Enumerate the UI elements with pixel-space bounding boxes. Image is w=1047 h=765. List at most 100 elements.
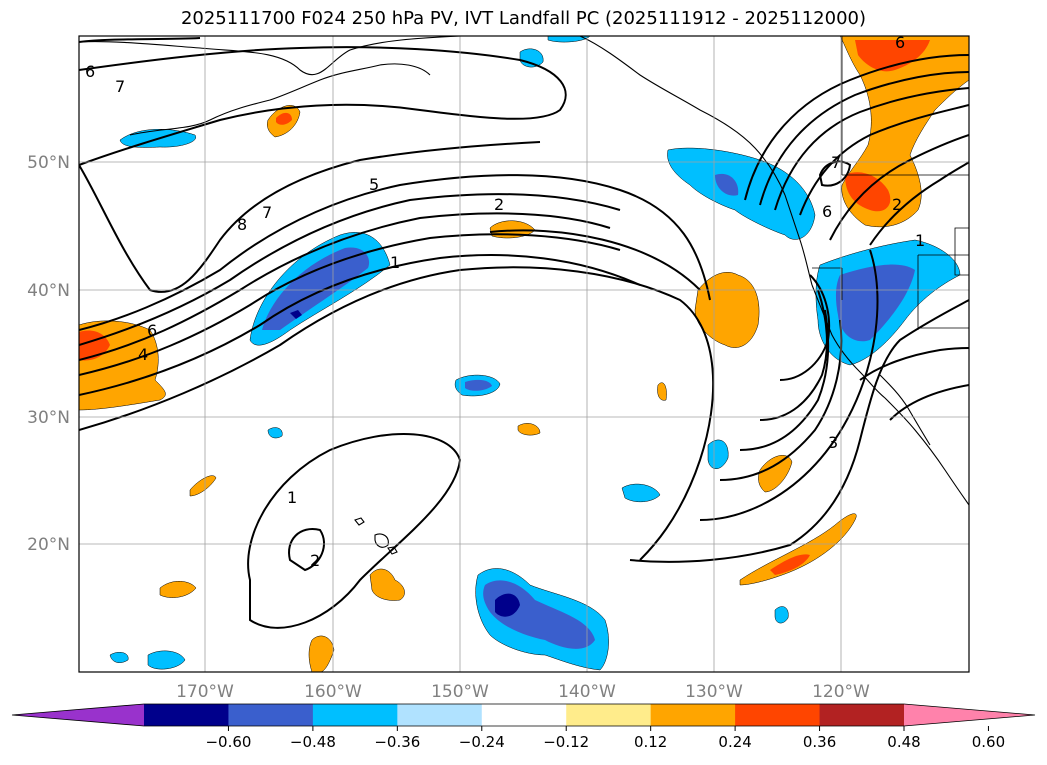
colorbar-swatch — [481, 704, 567, 726]
contour-label: 4 — [138, 345, 148, 364]
contour-outer-west — [79, 37, 201, 43]
contour-label: 7 — [831, 153, 841, 172]
lon-label: 140°W — [558, 682, 616, 702]
contour-trough-2 — [699, 249, 879, 521]
contour-2-main — [489, 229, 701, 291]
contour-ridge-5 — [829, 134, 969, 241]
contour-1-main — [79, 266, 715, 561]
contour-label: 1 — [287, 488, 297, 507]
colorbar-tick-label: −0.12 — [543, 733, 589, 751]
darkblue-spot — [290, 310, 302, 319]
latitude-labels: 50°N 40°N 30°N 20°N — [27, 153, 70, 555]
contour-label: 2 — [494, 195, 504, 214]
contour-label: 6 — [895, 33, 905, 52]
colorbar-tick-label: −0.24 — [459, 733, 505, 751]
colorbar-swatch — [397, 704, 483, 726]
contour-label: 2 — [310, 551, 320, 570]
colorbar-swatch — [650, 704, 736, 726]
contour-band-5 — [79, 254, 641, 396]
colorbar-tick-label: 0.48 — [887, 733, 920, 751]
contour-ridge-4 — [799, 104, 969, 216]
blue-region-small4 — [707, 439, 729, 469]
contour-east-2 — [889, 384, 969, 421]
lon-label: 150°W — [431, 682, 489, 702]
lon-label: 120°W — [812, 682, 870, 702]
contour-6-top — [79, 46, 567, 166]
blue-region-california-core — [835, 264, 915, 342]
lat-label: 50°N — [27, 153, 70, 173]
blue-region-small9 — [109, 652, 129, 663]
map-title: 2025111700 F024 250 hPa PV, IVT Landfall… — [180, 8, 867, 29]
blue-region-small8 — [774, 606, 789, 624]
coast-gulf-alaska — [579, 36, 786, 196]
colorbar-extend-low — [12, 704, 144, 726]
contour-8-loop — [79, 141, 541, 293]
coast-pnw — [784, 194, 813, 286]
contour-label: 6 — [147, 321, 157, 340]
contour-ridge-1 — [744, 54, 969, 201]
contour-label: 8 — [237, 215, 247, 234]
coast-alaska — [79, 36, 461, 76]
lon-label: 160°W — [304, 682, 362, 702]
blue-region-small1-core — [465, 379, 492, 391]
colorbar-swatch — [144, 704, 229, 726]
coast-hawaii2 — [354, 517, 365, 526]
lat-label: 20°N — [27, 535, 70, 555]
orange-region-small5 — [308, 635, 335, 672]
colorbar-swatch — [735, 704, 821, 726]
blue-region-pnw — [667, 147, 816, 240]
contour-label: 1 — [390, 253, 400, 272]
blue-region-central-core — [262, 247, 370, 330]
blue-region-pnw-core — [715, 173, 739, 196]
colorbar: −0.60 −0.48 −0.36 −0.24 −0.12 0.12 0.24 0.36 0.4… — [11, 703, 1036, 751]
contour-ridge-3 — [774, 87, 969, 211]
colorbar-tick-label: −0.48 — [290, 733, 336, 751]
contour-label: 2 — [892, 195, 902, 214]
lon-label: 130°W — [685, 682, 743, 702]
contour-trough-5 — [759, 289, 828, 421]
contour-7-small — [818, 160, 852, 187]
contour-trough-1 — [629, 299, 969, 563]
colorbar-tick-label: 0.60 — [972, 733, 1005, 751]
colorbar-tick-label: 0.36 — [803, 733, 836, 751]
colorbar-swatch — [312, 704, 398, 726]
lat-label: 30°N — [27, 408, 70, 428]
orange-region-small8 — [657, 382, 667, 401]
colorbar-tick-label: 0.12 — [634, 733, 667, 751]
coast-baja — [879, 374, 931, 446]
colorbar-swatch — [228, 704, 314, 726]
colorbar-outline — [11, 703, 1036, 727]
contour-label: 1 — [915, 231, 925, 250]
orange-region-small9 — [189, 475, 217, 497]
orange-region-small4 — [369, 568, 405, 601]
contour-label: 7 — [262, 203, 272, 222]
contour-low-loop — [247, 433, 462, 629]
coastlines — [79, 36, 969, 555]
colorbar-swatch — [819, 704, 905, 726]
contour-low-inner — [288, 528, 325, 572]
darkblue-spot-south — [495, 593, 520, 617]
contour-label: 7 — [115, 77, 125, 96]
blue-region-small2 — [621, 483, 661, 503]
gridlines — [79, 36, 969, 672]
colorbar-tick-label: 0.24 — [718, 733, 751, 751]
orange-region-small6 — [159, 581, 197, 598]
orange-region-small3 — [758, 455, 793, 493]
lon-label: 170°W — [176, 682, 234, 702]
contour-label: 5 — [369, 175, 379, 194]
contour-label: 6 — [85, 62, 95, 81]
coast-hawaii1 — [374, 533, 389, 548]
contour-label-group: 6 7 8 7 5 2 1 6 4 1 2 3 7 6 2 1 6 — [85, 33, 925, 570]
political-borders — [812, 36, 969, 330]
red-region-south — [770, 554, 810, 575]
contour-band-2 — [79, 193, 621, 346]
orange-region-south — [739, 513, 857, 586]
colorbar-tick-label: −0.60 — [205, 733, 251, 751]
colorbar-extend-high — [904, 704, 1035, 726]
contour-ridge-6 — [869, 161, 969, 246]
orange-region-small7 — [517, 423, 541, 436]
red-region-small1 — [276, 112, 292, 125]
coast-alaska-peninsula — [129, 63, 431, 136]
contour-band-1 — [79, 174, 711, 331]
